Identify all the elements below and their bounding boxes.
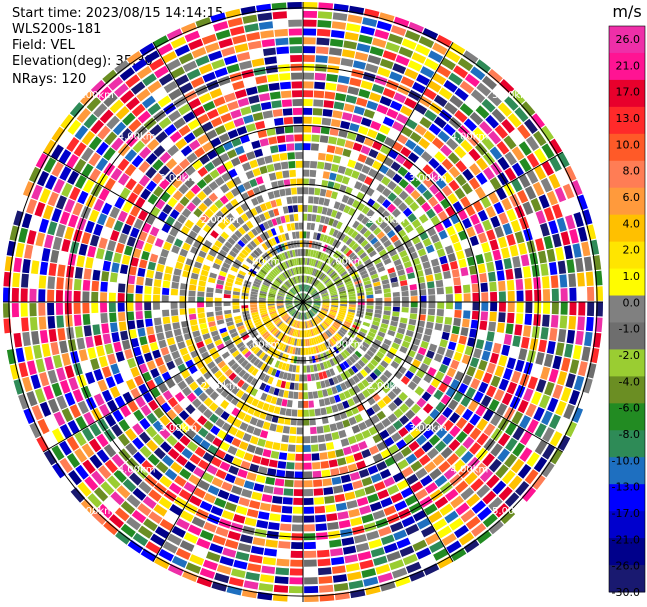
colorbar-tick-label: -4.0 xyxy=(619,375,640,388)
range-ring-label: 2.00km xyxy=(367,381,405,392)
range-ring-label: 5.00km xyxy=(492,90,530,101)
range-ring-label: 4.00km xyxy=(450,132,488,143)
colorbar-tick-label: 21.0 xyxy=(616,59,641,72)
colorbar-segment xyxy=(609,106,645,135)
range-ring-label: 3.00km xyxy=(409,173,447,184)
colorbar-segment xyxy=(609,349,645,377)
colorbar-segment xyxy=(609,403,645,431)
colorbar-segment xyxy=(609,538,645,566)
range-ring-label: 4.00km xyxy=(118,132,156,143)
range-ring-labels: 1.00km 1.00km 1.00km 1.00km 2.00km 2.00km 2.00… xyxy=(76,90,530,517)
range-ring-label: 5.00km xyxy=(76,506,114,517)
elevation-label: Elevation(deg): 35.30 xyxy=(12,54,153,69)
colorbar-segment xyxy=(609,430,645,458)
field-label: Field: VEL xyxy=(12,38,75,53)
colorbar-segment xyxy=(609,187,645,216)
colorbar-tick-label: -17.0 xyxy=(612,507,640,520)
range-ring-label: 2.00km xyxy=(201,215,239,226)
colorbar-tick-label: 1.0 xyxy=(623,270,641,283)
range-ring-label: 3.00km xyxy=(409,423,447,434)
colorbar-segment xyxy=(609,133,645,162)
colorbar-segment xyxy=(609,484,645,512)
colorbar-tick-label: 6.0 xyxy=(623,191,641,204)
range-ring-label: 4.00km xyxy=(450,464,488,475)
colorbar-tick-label: -21.0 xyxy=(612,533,640,546)
colorbar-tick-label: 26.0 xyxy=(616,33,641,46)
colorbar-tick-label: -1.0 xyxy=(619,323,640,336)
range-ring-label: 4.00km xyxy=(118,464,156,475)
range-ring-label: 5.00km xyxy=(492,506,530,517)
range-ring-label: 1.00km xyxy=(242,256,280,267)
colorbar-tick-label: -13.0 xyxy=(612,481,640,494)
azimuth-line xyxy=(152,41,454,563)
colorbar-segment xyxy=(609,26,645,54)
colorbar-tick-label: 2.0 xyxy=(623,244,641,257)
colorbar-tick-label: -10.0 xyxy=(612,454,640,467)
colorbar-segment xyxy=(609,52,645,81)
instrument-label: WLS200s-181 xyxy=(12,22,102,37)
nrays-label: NRays: 120 xyxy=(12,72,87,87)
range-ring-label: 2.00km xyxy=(367,215,405,226)
colorbar-tick-label: 17.0 xyxy=(616,86,641,99)
colorbar-tick-label: 10.0 xyxy=(616,138,641,151)
range-ring-label: 1.00km xyxy=(326,340,364,351)
colorbar-segment xyxy=(609,160,645,189)
range-ring-label: 1.00km xyxy=(326,256,364,267)
colorbar-segment xyxy=(609,376,645,404)
azimuth-lines xyxy=(3,2,603,602)
colorbar-tick-label: 8.0 xyxy=(623,165,641,178)
colorbar-segment xyxy=(609,565,645,593)
start-time-label: Start time: 2023/08/15 14:14:15 xyxy=(12,6,224,21)
colorbar-tick-label: 13.0 xyxy=(616,112,641,125)
colorbar-tick-label: 4.0 xyxy=(623,217,641,230)
colorbar: m/s 26.0 21.0 17.0 13.0 10.0 8.0 6.0 4.0 2.0 1.0 0.… xyxy=(608,2,646,599)
colorbar-segment xyxy=(609,214,645,243)
colorbar-tick-label: -6.0 xyxy=(619,402,640,415)
range-ring-label: 1.00km xyxy=(242,340,280,351)
colorbar-tick-label: -8.0 xyxy=(619,428,640,441)
colorbar-segment xyxy=(609,511,645,539)
colorbar-segment xyxy=(609,457,645,485)
colorbar-segment xyxy=(609,241,645,270)
colorbar-segment xyxy=(609,322,645,350)
colorbar-tick-label: -30.0 xyxy=(612,586,640,599)
colorbar-segment xyxy=(609,295,645,323)
colorbar-tick-label: 0.0 xyxy=(623,296,641,309)
colorbar-tick-label: -2.0 xyxy=(619,349,640,362)
range-ring-label: 3.00km xyxy=(159,423,197,434)
range-ring-label: 5.00km xyxy=(76,90,114,101)
radar-gates xyxy=(2,1,603,602)
range-ring-label: 3.00km xyxy=(159,173,197,184)
range-ring-label: 2.00km xyxy=(201,381,239,392)
colorbar-segment xyxy=(609,79,645,108)
colorbar-segment xyxy=(609,268,645,297)
colorbar-tick-label: -26.0 xyxy=(612,560,640,573)
colorbar-frame xyxy=(608,25,646,593)
colorbar-unit: m/s xyxy=(612,2,641,21)
